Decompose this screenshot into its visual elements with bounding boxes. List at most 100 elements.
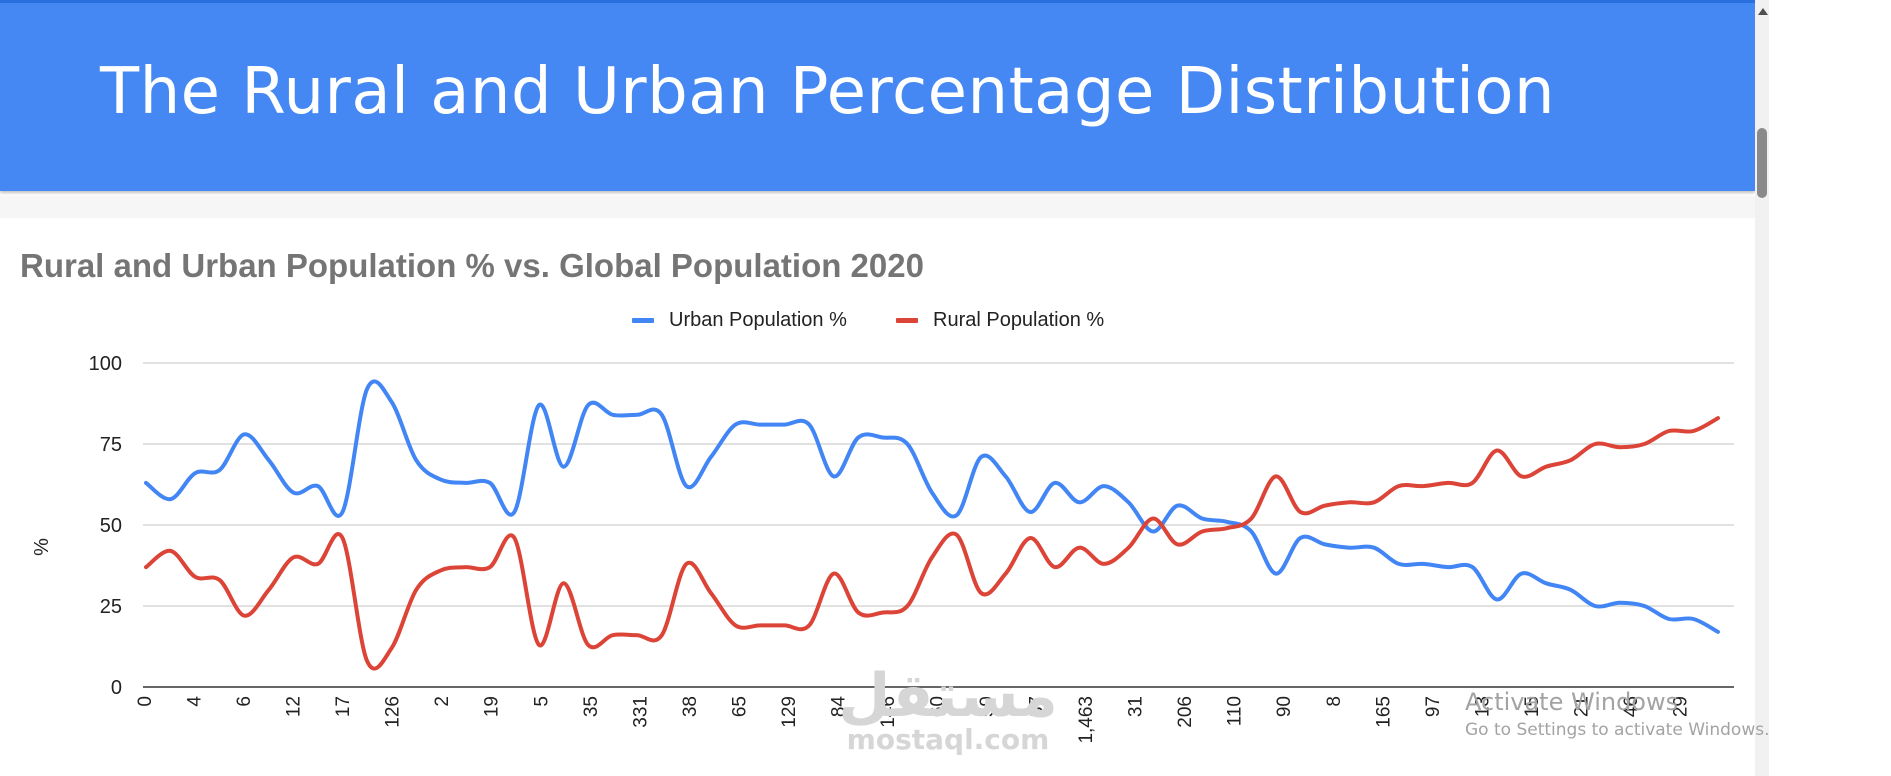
- x-tick-label: 146: [878, 696, 899, 728]
- data-point: [391, 401, 393, 403]
- scroll-thumb[interactable]: [1757, 128, 1767, 198]
- data-point: [170, 550, 172, 552]
- y-tick-label: 25: [100, 596, 122, 618]
- data-point: [219, 579, 221, 581]
- data-point: [808, 424, 810, 426]
- data-point: [1619, 602, 1621, 604]
- line-chart: Urban Population % Rural Population %0255…: [31, 309, 1734, 744]
- right-margin: [1769, 0, 1891, 776]
- activation-title: Activate Windows: [1465, 688, 1679, 716]
- scroll-up-arrow-icon[interactable]: [1758, 8, 1768, 15]
- data-point: [1201, 531, 1203, 532]
- legend-swatch-2: [896, 318, 918, 323]
- data-point: [538, 404, 540, 406]
- data-point: [808, 624, 810, 626]
- data-point: [1447, 482, 1449, 484]
- data-point: [1128, 501, 1129, 503]
- data-point: [1078, 547, 1080, 549]
- x-tick-label: 37: [1027, 696, 1048, 717]
- data-point: [1054, 482, 1056, 484]
- data-point: [833, 573, 835, 575]
- data-point: [1521, 475, 1522, 477]
- data-point: [1349, 501, 1351, 503]
- data-point: [1717, 417, 1719, 419]
- data-point: [1005, 475, 1007, 477]
- x-tick-label: 110: [1225, 696, 1246, 726]
- data-point: [1398, 485, 1400, 487]
- data-point: [956, 534, 958, 536]
- data-point: [882, 437, 884, 438]
- x-tick-label: 15: [1522, 696, 1543, 717]
- data-point: [268, 589, 270, 591]
- data-point: [735, 424, 736, 426]
- data-point: [1373, 547, 1375, 549]
- x-tick-label: 59: [977, 696, 998, 717]
- data-point: [1692, 618, 1694, 620]
- data-point: [194, 472, 196, 474]
- data-point: [1299, 511, 1301, 513]
- data-point: [1570, 589, 1572, 591]
- data-point: [1226, 521, 1228, 523]
- data-point: [1668, 430, 1670, 432]
- data-point: [1668, 618, 1670, 620]
- x-tick-label: 12: [284, 696, 305, 717]
- mostaql-watermark: مستقل mostaql.com: [838, 665, 1058, 756]
- x-tick-label: 46: [1621, 696, 1642, 717]
- activation-subtitle: Go to Settings to activate Windows.: [1465, 720, 1770, 740]
- top-border: [0, 0, 1755, 3]
- data-point: [243, 433, 245, 435]
- y-axis-title: %: [31, 538, 53, 556]
- data-point: [735, 624, 736, 626]
- data-point: [980, 592, 982, 594]
- vertical-scrollbar[interactable]: [1755, 0, 1769, 776]
- data-point: [980, 456, 982, 458]
- data-point: [1250, 531, 1252, 532]
- data-point: [1521, 573, 1522, 575]
- header-shadow-band: [0, 196, 1755, 218]
- data-point: [1422, 563, 1424, 565]
- x-tick-label: 19: [482, 696, 503, 717]
- x-tick-label: 21: [1571, 696, 1592, 717]
- data-point: [1226, 527, 1228, 529]
- data-point: [1643, 605, 1645, 607]
- x-tick-label: 13: [1472, 696, 1493, 717]
- data-point: [906, 443, 908, 445]
- data-point: [1398, 563, 1400, 565]
- x-tick-label: 35: [581, 696, 602, 717]
- data-point: [685, 563, 687, 565]
- x-tick-label: 2: [432, 696, 453, 707]
- y-tick-label: 0: [111, 677, 122, 699]
- data-point: [1005, 573, 1007, 575]
- data-point: [1275, 573, 1277, 575]
- data-point: [1103, 485, 1105, 487]
- data-point: [882, 612, 884, 613]
- data-point: [759, 624, 761, 626]
- data-point: [931, 556, 933, 558]
- data-point: [194, 576, 196, 578]
- data-point: [1078, 501, 1080, 503]
- data-point: [1570, 459, 1572, 461]
- x-tick-label: 4: [185, 696, 206, 707]
- x-tick-label: 0: [135, 696, 156, 707]
- data-point: [342, 511, 343, 513]
- data-point: [1545, 466, 1547, 468]
- data-point: [710, 456, 712, 458]
- data-point: [1717, 631, 1719, 633]
- data-point: [1201, 518, 1203, 519]
- x-tick-label: 38: [680, 696, 701, 717]
- data-point: [513, 511, 515, 513]
- data-point: [415, 459, 417, 461]
- data-point: [145, 482, 147, 484]
- x-tick-label: 84: [828, 696, 849, 718]
- data-point: [1594, 443, 1596, 445]
- data-point: [1373, 501, 1375, 503]
- data-point: [1324, 543, 1326, 545]
- data-point: [292, 556, 294, 558]
- x-tick-label: 126: [383, 696, 404, 728]
- data-point: [391, 647, 393, 649]
- data-point: [931, 492, 933, 494]
- data-point: [784, 624, 786, 626]
- data-point: [857, 612, 859, 613]
- data-point: [1250, 518, 1252, 519]
- data-point: [464, 482, 466, 484]
